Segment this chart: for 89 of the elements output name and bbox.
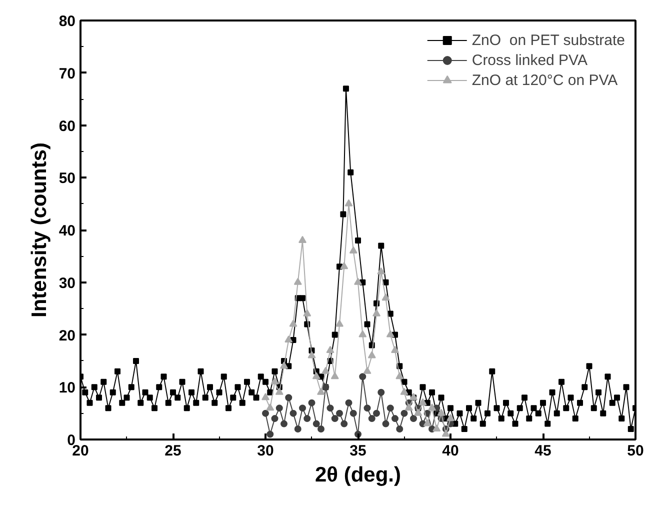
point [358, 330, 367, 338]
point [266, 404, 274, 411]
point [340, 262, 348, 270]
legend-label: ZnO on PET substrate [472, 32, 625, 48]
point [262, 410, 269, 417]
point [322, 366, 330, 374]
point [423, 419, 432, 426]
point [432, 424, 441, 432]
y-axis-title: Intensity (counts) [28, 142, 51, 318]
point [294, 278, 302, 285]
x-tick-label: 35 [350, 442, 366, 460]
point [364, 404, 371, 412]
point [326, 404, 334, 412]
point [442, 430, 450, 437]
point [437, 408, 446, 416]
point [304, 415, 311, 422]
point [280, 420, 288, 428]
point [290, 410, 297, 417]
point [336, 320, 344, 327]
point [308, 351, 316, 358]
point [368, 415, 376, 422]
point [382, 294, 390, 301]
point [280, 362, 288, 369]
legend-label: Cross linked PVA [472, 52, 588, 68]
point [276, 404, 283, 412]
point [275, 388, 284, 395]
point [312, 372, 320, 380]
point [349, 246, 358, 254]
point [382, 420, 390, 428]
point [303, 309, 312, 316]
point [312, 420, 320, 428]
y-tick-label: 30 [58, 274, 76, 292]
x-tick-label: 50 [627, 442, 644, 460]
point [354, 278, 362, 285]
point [284, 335, 293, 343]
point [418, 398, 427, 406]
point [331, 415, 338, 422]
point [368, 351, 376, 358]
point [386, 330, 394, 338]
point [414, 408, 422, 416]
point [377, 267, 386, 274]
y-tick-label: 40 [58, 222, 76, 240]
point [340, 420, 348, 428]
point [396, 372, 404, 380]
point [386, 404, 394, 412]
point [372, 309, 380, 316]
point [350, 410, 357, 417]
point [289, 320, 298, 327]
point [363, 366, 372, 374]
point [428, 404, 436, 411]
y-tick-label: 80 [58, 13, 76, 30]
point [270, 377, 279, 384]
y-tick-label: 20 [58, 327, 76, 344]
point [308, 399, 316, 406]
point [326, 346, 334, 353]
x-tick-label: 45 [534, 442, 552, 460]
point [378, 388, 385, 396]
y-tick-label: 10 [58, 380, 76, 397]
point [359, 373, 366, 380]
point [392, 415, 398, 422]
x-axis-title: 2θ (deg.) [314, 464, 402, 486]
point [317, 388, 325, 395]
point [299, 404, 306, 412]
point [391, 346, 399, 353]
point [294, 426, 302, 433]
point [271, 415, 278, 422]
y-tick-label: 50 [58, 170, 76, 188]
point [318, 426, 324, 433]
point [396, 426, 404, 433]
point [298, 236, 306, 243]
point [345, 399, 352, 406]
point [400, 410, 408, 417]
point [336, 410, 343, 417]
x-tick-label: 40 [442, 442, 459, 460]
y-tick-label: 60 [58, 118, 76, 135]
y-tick-label: 70 [58, 65, 76, 82]
point [373, 410, 380, 417]
point [266, 430, 274, 438]
x-tick-label: 25 [164, 442, 182, 460]
point [410, 415, 417, 422]
point [404, 404, 413, 411]
legend-label: ZnO at 120°C on PVA [472, 72, 618, 88]
point [400, 388, 408, 395]
point [446, 414, 454, 422]
point [344, 199, 353, 206]
point [285, 394, 292, 402]
point [330, 372, 339, 380]
point [262, 393, 270, 400]
x-tick-label: 30 [257, 442, 274, 460]
